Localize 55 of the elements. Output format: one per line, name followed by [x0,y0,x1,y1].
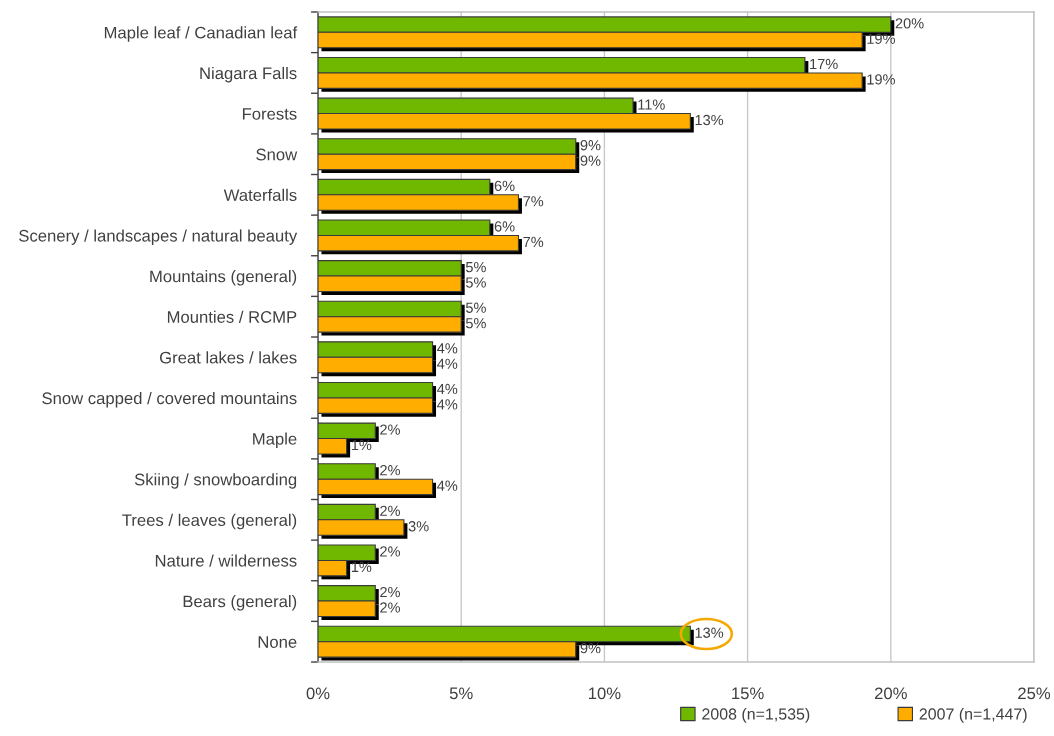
y-tick-label: Niagara Falls [200,66,297,83]
x-tick-label: 0% [306,687,330,700]
y-tick-label: Forests [242,108,297,120]
data-label: 4% [437,399,458,410]
data-label: 17% [810,58,838,70]
y-tick-label: Nature / wilderness [155,554,297,567]
y-tick-label: Maple leaf / Canadian leaf [104,26,298,42]
data-label: 20% [895,18,924,29]
data-label: 2% [380,505,401,516]
y-tick-label: Snow [256,148,298,161]
y-tick-label: Trees / leaves (general) [122,513,297,530]
data-label: 2% [380,602,401,613]
data-label: 2% [380,465,401,476]
x-tick-label: 15% [732,687,764,700]
y-tick-label: Mounties / RCMP [167,310,297,323]
data-label: 13% [695,114,724,126]
data-label: 19% [867,74,895,85]
y-tick-label: Skiing / snowboarding [134,473,297,489]
data-label: 9% [580,140,601,151]
data-label: 2% [380,546,401,557]
x-tick-label: 20% [874,687,907,700]
data-label: 4% [437,383,458,395]
data-label: 9% [580,642,601,654]
data-label: 9% [580,155,601,166]
data-label: 13% [695,627,724,638]
x-tick-label: 5% [449,687,473,700]
data-label: 6% [494,180,515,192]
data-label: 3% [408,521,429,532]
x-tick-label: 25% [1018,687,1051,700]
data-label: 2% [380,586,401,598]
y-tick-label: Bears (general) [183,595,297,611]
y-tick-label: Snow capped / covered mountains [42,391,297,408]
y-tick-label: Waterfalls [223,188,297,202]
x-tick-label: 10% [588,687,621,700]
data-label: 1% [351,439,372,451]
data-label: 4% [437,358,458,369]
y-tick-label: Maple [253,432,297,449]
data-label: 4% [437,343,458,354]
data-label: 7% [523,236,544,248]
data-label: 1% [351,561,372,573]
y-tick-label: Mountains (general) [150,270,297,286]
legend-label: 2007 (n=1,447) [919,707,1027,723]
y-tick-label: None [258,636,297,648]
data-label: 5% [465,262,486,273]
legend-label: 2008 (n=1,535) [702,707,810,723]
data-label: 2% [380,424,401,435]
data-label: 7% [523,196,544,207]
data-label: 11% [638,99,665,110]
data-label: 4% [437,480,458,491]
y-tick-label: Scenery / landscapes / natural beauty [19,229,298,245]
y-tick-label: Great lakes / lakes [159,351,297,364]
data-label: 5% [465,302,486,313]
data-label: 5% [465,318,486,329]
data-label: 5% [465,277,486,288]
data-label: 6% [494,221,515,232]
